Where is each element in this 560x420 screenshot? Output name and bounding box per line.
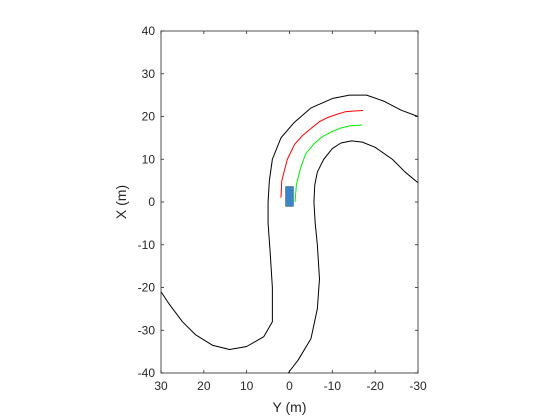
y-tick-label: 30	[142, 67, 156, 81]
y-axis-ticks: 40 30 20 10 0 -10 -20 -30 -40	[138, 24, 418, 380]
vehicle-marker	[285, 186, 294, 207]
x-axis-label: Y (m)	[273, 399, 307, 415]
series-line-1	[160, 94, 419, 350]
x-tick-label: -10	[324, 379, 342, 393]
y-tick-label: 10	[142, 152, 156, 166]
x-tick-label: -20	[366, 379, 384, 393]
y-tick-label: -40	[138, 366, 156, 380]
y-tick-label: -30	[138, 323, 156, 337]
y-tick-label: 20	[142, 110, 156, 124]
x-axis-ticks: 30 20 10 0 -10 -20 -30	[154, 31, 427, 393]
y-tick-label: -20	[138, 281, 156, 295]
series-line-3	[280, 110, 364, 198]
y-tick-label: 0	[148, 195, 155, 209]
y-tick-label: 40	[142, 24, 156, 38]
vehicle-layer	[285, 186, 294, 207]
series-line-2	[287, 140, 419, 374]
x-tick-label: 20	[197, 379, 211, 393]
x-tick-label: 10	[240, 379, 254, 393]
y-tick-label: -10	[138, 238, 156, 252]
x-tick-label: 30	[154, 379, 168, 393]
x-tick-label: 0	[286, 379, 293, 393]
series-layer	[160, 94, 419, 374]
x-tick-label: -30	[409, 379, 427, 393]
y-axis-label: X (m)	[113, 185, 129, 219]
series-line-4	[294, 124, 363, 203]
